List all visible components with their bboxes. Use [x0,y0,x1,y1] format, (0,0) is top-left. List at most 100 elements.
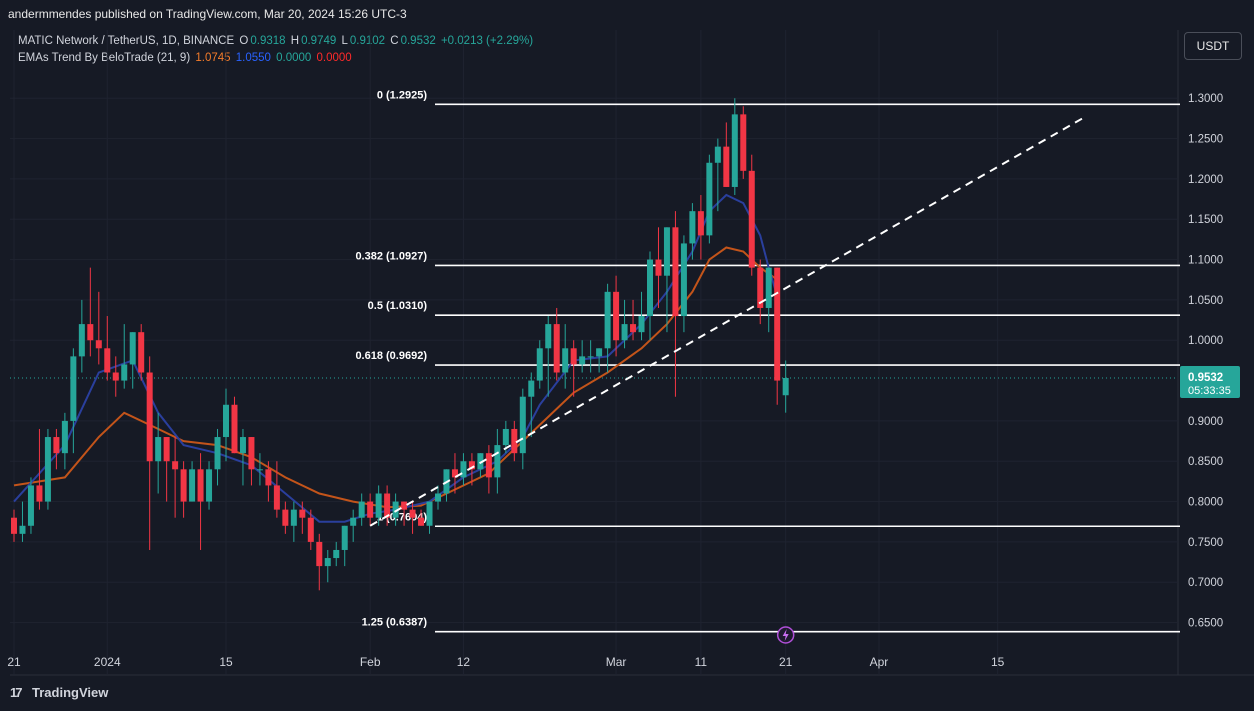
candle[interactable] [307,509,314,550]
candle[interactable] [223,388,229,462]
candle[interactable] [485,445,492,494]
candle[interactable] [197,453,204,550]
candle[interactable] [189,461,196,502]
candle[interactable] [180,461,187,518]
candle[interactable] [401,501,408,526]
candle[interactable] [689,203,696,260]
currency-button[interactable]: USDT [1184,32,1242,60]
candle[interactable] [680,235,687,333]
candle[interactable] [587,340,594,373]
lightning-icon[interactable] [776,626,795,644]
candle[interactable] [239,428,246,486]
candle[interactable] [545,316,552,397]
candle[interactable] [375,485,382,526]
candle[interactable] [748,154,755,276]
indicator-name[interactable]: EMAs Trend By BeloTrade (21, 9) [18,52,191,64]
candle[interactable] [596,348,603,373]
candle[interactable] [350,509,357,542]
candle[interactable] [316,533,323,591]
candle[interactable] [494,428,501,494]
candle-body [70,356,77,421]
candle[interactable] [358,493,365,526]
candle[interactable] [782,360,789,413]
candle[interactable] [519,388,526,470]
candle[interactable] [333,541,340,567]
candle[interactable] [172,437,179,518]
candle[interactable] [384,485,391,526]
candle[interactable] [740,106,747,179]
candle[interactable] [663,227,670,333]
candle[interactable] [714,138,721,212]
candle[interactable] [70,348,77,454]
candle[interactable] [78,299,85,373]
candle[interactable] [468,453,475,486]
candle[interactable] [146,356,153,550]
candle[interactable] [477,453,484,478]
candle[interactable] [299,501,306,534]
candle[interactable] [672,211,679,397]
candle[interactable] [11,509,17,542]
candle[interactable] [61,412,68,470]
candle[interactable] [451,453,458,494]
candle[interactable] [638,291,645,341]
candle[interactable] [570,340,577,397]
candle[interactable] [206,461,213,510]
candle[interactable] [418,509,425,526]
candle[interactable] [435,485,441,510]
candle[interactable] [630,299,637,341]
candle[interactable] [621,299,628,349]
candle-body [765,267,772,308]
candle[interactable] [104,316,111,381]
candle[interactable] [129,332,136,389]
candle[interactable] [613,275,620,357]
candle[interactable] [155,412,162,494]
candle[interactable] [36,428,43,510]
candle[interactable] [409,501,416,534]
tradingview-brand[interactable]: 17 TradingView [10,685,108,700]
candle[interactable] [392,493,399,526]
candle[interactable] [731,98,738,196]
candle[interactable] [757,259,764,325]
candle[interactable] [647,251,653,341]
candle[interactable] [273,461,280,518]
symbol-name[interactable]: MATIC Network / TetherUS, 1D, BINANCE [18,35,235,47]
candle[interactable] [44,428,51,510]
candle[interactable] [536,340,543,389]
candle[interactable] [290,501,297,542]
candle[interactable] [121,324,128,389]
candle[interactable] [655,227,662,308]
candle[interactable] [256,453,263,486]
candle[interactable] [511,420,518,462]
candle[interactable] [460,453,467,486]
candle[interactable] [231,396,238,454]
candle[interactable] [214,428,221,486]
candle[interactable] [324,549,331,583]
candle[interactable] [528,372,535,438]
candle[interactable] [697,195,704,260]
dashed-trendline[interactable] [369,117,1083,527]
candle[interactable] [341,525,348,567]
candle[interactable] [163,437,170,502]
candle[interactable] [27,477,34,534]
candle[interactable] [706,154,713,244]
candle[interactable] [367,493,374,526]
candle[interactable] [112,356,119,397]
candle[interactable] [248,437,255,486]
candle[interactable] [579,340,586,373]
candle[interactable] [443,469,450,502]
candle[interactable] [282,501,289,534]
candle[interactable] [265,461,272,502]
candle[interactable] [53,428,60,470]
candle[interactable] [553,307,560,381]
candle[interactable] [138,324,145,381]
candle[interactable] [723,122,730,187]
candle[interactable] [426,501,433,534]
candle[interactable] [604,283,611,373]
candle[interactable] [95,291,102,365]
candle[interactable] [765,267,772,333]
candle[interactable] [774,267,781,405]
candle[interactable] [562,324,569,389]
candle[interactable] [87,267,94,357]
candle[interactable] [19,501,26,542]
